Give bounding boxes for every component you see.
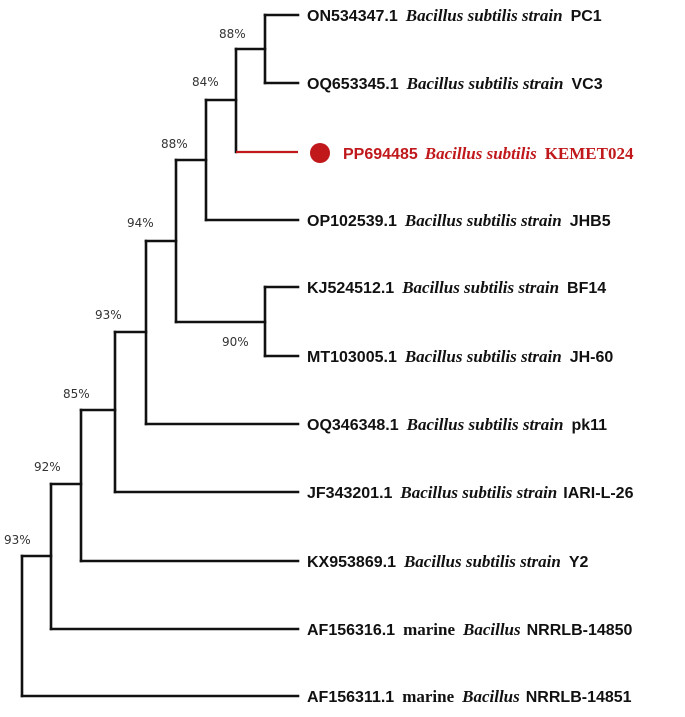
tree-branches xyxy=(20,13,300,698)
leaf-prefix: marine xyxy=(403,620,455,639)
leaf-accession: OQ653345.1 xyxy=(307,76,399,93)
leaf-label: OP102539.1 Bacillus subtilis strain JHB5 xyxy=(307,211,611,230)
leaf-accession: OQ346348.1 xyxy=(307,417,399,434)
leaf-organism: Bacillus subtilis strain xyxy=(403,552,561,571)
leaf-organism: Bacillus subtilis strain xyxy=(401,278,559,297)
leaf-label: AF156311.1 marine Bacillus NRRLB-14851 xyxy=(307,687,632,706)
leaf-strain: JH-60 xyxy=(570,349,614,366)
leaf-prefix: marine xyxy=(402,687,454,706)
leaf-organism: Bacillus subtilis xyxy=(424,144,537,163)
leaf-label: OQ346348.1 Bacillus subtilis strain pk11 xyxy=(307,415,607,434)
leaf-organism: Bacillus subtilis strain xyxy=(404,211,562,230)
bootstrap-label: 93% xyxy=(95,308,122,322)
leaf-organism: Bacillus subtilis strain xyxy=(399,483,557,502)
leaf-accession: ON534347.1 xyxy=(307,8,398,25)
leaf-organism: Bacillus subtilis strain xyxy=(406,74,564,93)
leaf-label: JF343201.1 Bacillus subtilis strain IARI… xyxy=(307,483,634,502)
leaf-label: ON534347.1 Bacillus subtilis strain PC1 xyxy=(307,6,602,25)
bootstrap-label: 84% xyxy=(192,75,219,89)
leaf-accession: AF156316.1 xyxy=(307,622,395,639)
leaf-strain: BF14 xyxy=(567,280,606,297)
leaf-organism: Bacillus subtilis strain xyxy=(405,6,563,25)
leaf-accession: KJ524512.1 xyxy=(307,280,394,297)
leaf-accession: MT103005.1 xyxy=(307,349,397,366)
leaf-organism: Bacillus subtilis strain xyxy=(404,347,562,366)
leaf-strain: KEMET024 xyxy=(545,144,634,163)
leaf-accession: KX953869.1 xyxy=(307,554,396,571)
leaf-organism: Bacillus xyxy=(462,620,521,639)
leaf-organism: Bacillus xyxy=(461,687,520,706)
leaf-strain: pk11 xyxy=(571,417,607,434)
leaf-accession: JF343201.1 xyxy=(307,485,393,502)
leaf-label: KX953869.1 Bacillus subtilis strain Y2 xyxy=(307,552,588,571)
leaf-accession: AF156311.1 xyxy=(307,689,394,706)
bootstrap-label: 94% xyxy=(127,216,154,230)
leaf-strain: NRRLB-14850 xyxy=(527,622,633,639)
bootstrap-label: 90% xyxy=(222,335,249,349)
leaf-strain: NRRLB-14851 xyxy=(526,689,632,706)
leaf-label: KJ524512.1 Bacillus subtilis strain BF14 xyxy=(307,278,606,297)
bootstrap-values: 88% 84% 88% 94% 90% 93% 85% 92% 93% xyxy=(4,27,249,547)
leaf-strain: JHB5 xyxy=(570,213,611,230)
leaf-accession: PP694485 xyxy=(343,146,418,163)
leaf-labels: ON534347.1 Bacillus subtilis strain PC1 … xyxy=(307,6,634,706)
bootstrap-label: 92% xyxy=(34,460,61,474)
leaf-label: OQ653345.1 Bacillus subtilis strain VC3 xyxy=(307,74,603,93)
leaf-strain: IARI-L-26 xyxy=(563,485,633,502)
bootstrap-label: 85% xyxy=(63,387,90,401)
bootstrap-label: 88% xyxy=(219,27,246,41)
leaf-label: AF156316.1 marine Bacillus NRRLB-14850 xyxy=(307,620,633,639)
bootstrap-label: 93% xyxy=(4,533,31,547)
leaf-label-highlighted: PP694485 Bacillus subtilis KEMET024 xyxy=(343,144,634,163)
leaf-organism: Bacillus subtilis strain xyxy=(406,415,564,434)
highlight-marker-dot xyxy=(310,143,330,163)
leaf-strain: PC1 xyxy=(571,8,602,25)
leaf-strain: Y2 xyxy=(569,554,589,571)
leaf-label: MT103005.1 Bacillus subtilis strain JH-6… xyxy=(307,347,613,366)
bootstrap-label: 88% xyxy=(161,137,188,151)
leaf-strain: VC3 xyxy=(571,76,602,93)
leaf-accession: OP102539.1 xyxy=(307,213,397,230)
